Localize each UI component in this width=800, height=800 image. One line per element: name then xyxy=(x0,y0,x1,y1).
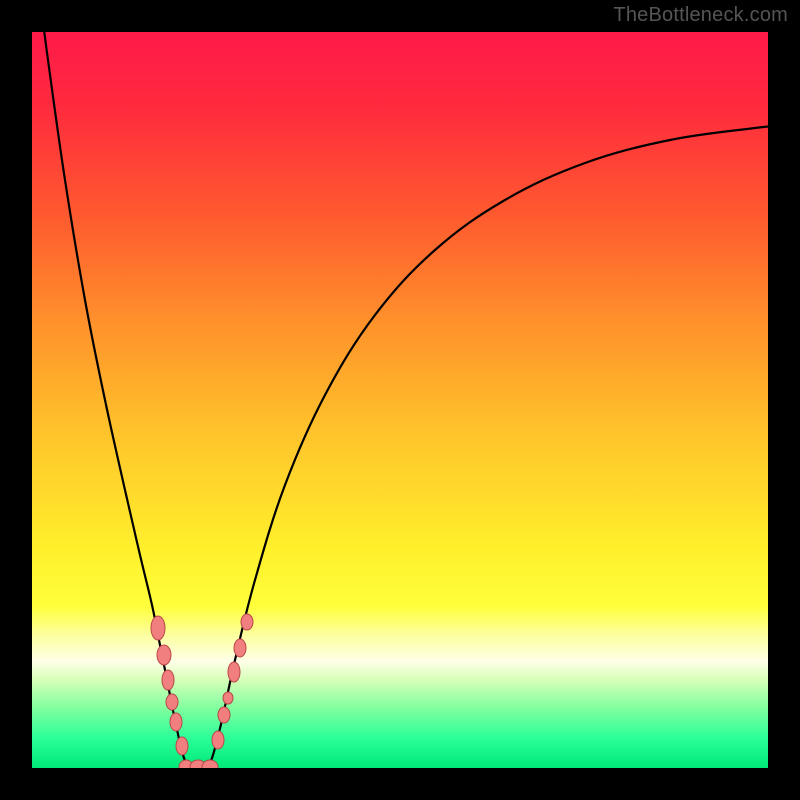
data-marker xyxy=(151,616,165,640)
data-marker xyxy=(228,662,240,682)
data-marker xyxy=(176,737,188,755)
data-marker xyxy=(212,731,224,749)
bottleneck-curve-chart xyxy=(0,0,800,800)
data-marker xyxy=(234,639,246,657)
data-marker xyxy=(166,694,178,710)
data-marker xyxy=(223,692,233,704)
data-marker xyxy=(241,614,253,630)
chart-stage: TheBottleneck.com xyxy=(0,0,800,800)
data-marker xyxy=(162,670,174,690)
data-marker xyxy=(170,713,182,731)
watermark-text: TheBottleneck.com xyxy=(613,4,788,27)
data-marker xyxy=(157,645,171,665)
data-marker xyxy=(218,707,230,723)
